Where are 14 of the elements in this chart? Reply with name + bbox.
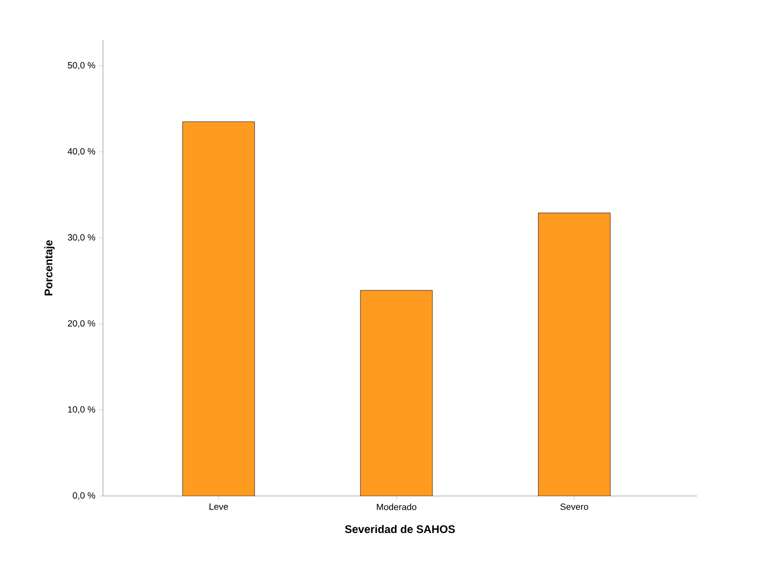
x-axis-title: Severidad de SAHOS: [344, 525, 455, 534]
x-tick-label: Moderado: [376, 504, 416, 510]
y-tick-label: 30,0 %: [68, 234, 96, 242]
y-tick-label: 40,0 %: [68, 148, 96, 156]
y-axis-title: Porcentaje: [44, 240, 55, 296]
y-tick-label: 50,0 %: [68, 62, 96, 70]
y-tick-label: 20,0 %: [68, 320, 96, 328]
bar: [538, 212, 610, 496]
x-tick-label: Leve: [210, 504, 228, 510]
y-tick-label: 10,0 %: [68, 406, 96, 414]
y-tick-label: 0,0 %: [72, 492, 96, 500]
x-tick-label: Severo: [560, 504, 588, 510]
bar: [182, 122, 255, 496]
bar: [360, 290, 433, 496]
